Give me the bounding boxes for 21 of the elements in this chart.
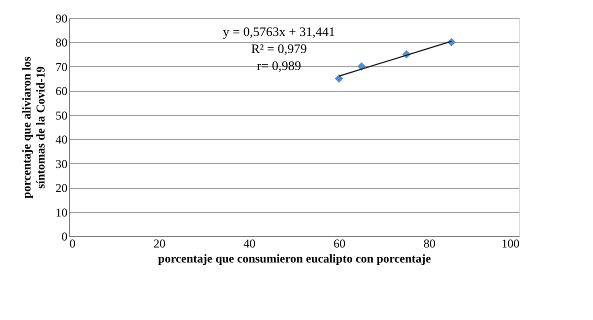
x-axis-title: porcentaje que consumieron eucalipto con porcentaje — [158, 252, 432, 266]
y-tick-label: 60 — [56, 84, 68, 98]
annotation: y = 0,5763x + 31,441 — [222, 24, 336, 39]
y-tick-label: 80 — [56, 36, 68, 50]
point — [357, 62, 366, 71]
y-tick-label: 90 — [56, 12, 68, 26]
y-tick-label: 30 — [56, 156, 68, 171]
y-tick-label: 20 — [56, 181, 68, 196]
x-tick-label: 80 — [424, 236, 436, 250]
annotation: R² = 0,979 — [251, 41, 307, 56]
y-axis-title: porcentaje que aliviaron los síntomas de la Covid-19 — [20, 56, 48, 198]
y-tick-label: 50 — [56, 108, 68, 122]
y-tick-label: 40 — [56, 132, 68, 147]
y-tick-label: 70 — [56, 60, 68, 74]
annotation: r= 0,989 — [256, 58, 302, 73]
x-tick-label: 100 — [502, 236, 520, 250]
x-tick-label: 20 — [154, 236, 166, 250]
y-tick-label: 10 — [56, 205, 68, 220]
x-tick-label: 60 — [334, 236, 346, 250]
x-tick-label: 40 — [244, 236, 256, 250]
point — [334, 74, 344, 83]
